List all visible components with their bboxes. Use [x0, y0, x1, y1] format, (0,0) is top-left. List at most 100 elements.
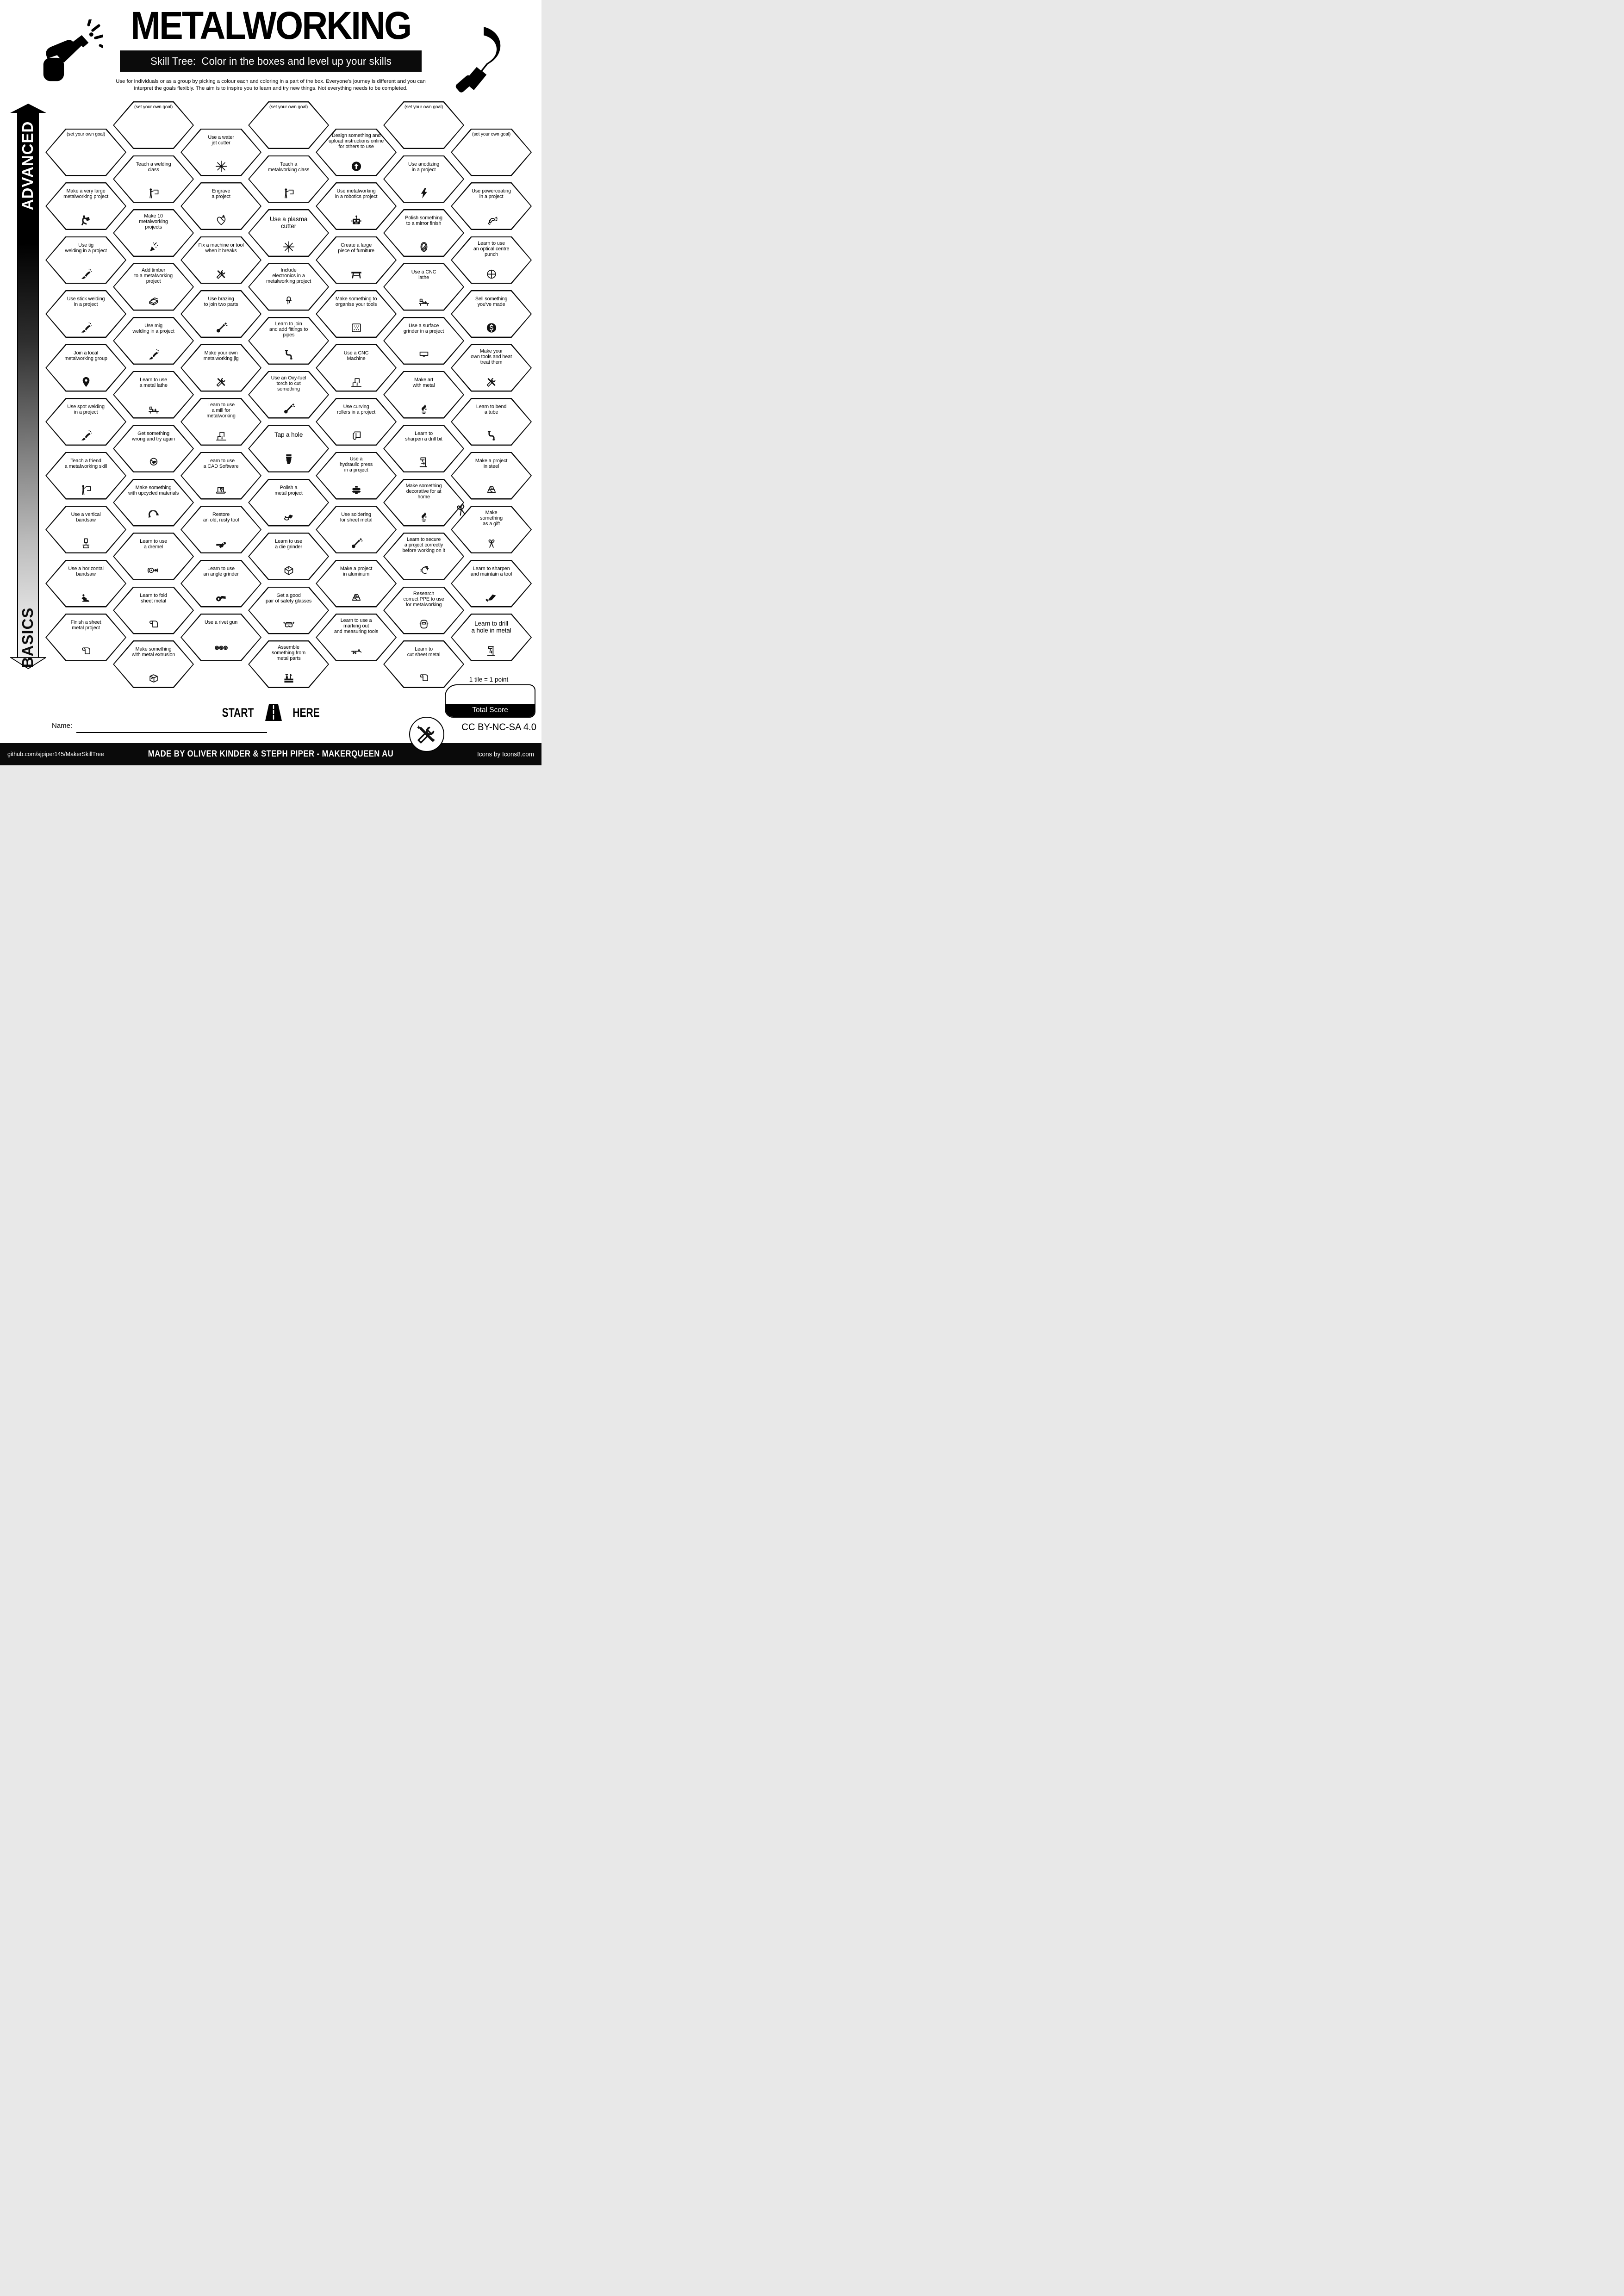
hex-make-something-with-upcycled-materials[interactable]: Make something with upcycled materials: [113, 478, 194, 527]
start-label: START: [222, 705, 254, 720]
hex-join-a-local-metalworking-group[interactable]: Join a local metalworking group: [45, 344, 127, 392]
hex-learn-to-use-a-mill-for-metalworking[interactable]: Learn to use a mill for metalworking: [180, 398, 262, 446]
hex-polish-a-metal-project[interactable]: Polish a metal project: [248, 478, 330, 527]
welding-gun-icon: [455, 27, 501, 93]
hex-tap-a-hole[interactable]: Tap a hole: [248, 425, 330, 472]
hex-engrave-a-project[interactable]: Engrave a project: [180, 182, 262, 230]
hex-use-a-cnc-machine[interactable]: Use a CNC Machine: [316, 344, 397, 392]
hex-set-your-own-goal[interactable]: (set your own goal): [45, 128, 127, 176]
hex-use-a-cnc-lathe[interactable]: Use a CNC lathe: [383, 263, 465, 311]
hex-use-a-horizontal-bandsaw[interactable]: Use a horizontal bandsaw: [45, 559, 127, 608]
hex-use-a-plasma-cutter[interactable]: Use a plasma cutter: [248, 209, 330, 257]
hex-make-something-as-a-gift[interactable]: Make something as a gift: [451, 506, 532, 553]
hex-label: Make something as a gift: [480, 510, 503, 527]
anglegrinder-icon: [215, 591, 227, 604]
hex-use-mig-welding-in-a-project[interactable]: Use mig welding in a project: [113, 317, 194, 365]
hex-use-curving-rollers-in-a-project[interactable]: Use curving rollers in a project: [316, 398, 397, 446]
clamp-icon: [417, 564, 430, 577]
hex-use-a-hydraulic-press-in-a-project[interactable]: Use a hydraulic press in a project: [316, 452, 397, 500]
hex-include-electronics-in-a-metalworking-proj[interactable]: Include electronics in a metalworking pr…: [248, 263, 330, 311]
hex-use-metalworking-in-a-robotics-project[interactable]: Use metalworking in a robotics project: [316, 182, 397, 230]
hex-research-correct-ppe-to-use-for-metalworki[interactable]: Research correct PPE to use for metalwor…: [383, 586, 465, 634]
hex-set-your-own-goal[interactable]: (set your own goal): [451, 128, 532, 176]
hex-label: Teach a friend a metalworking skill: [64, 458, 107, 469]
hex-learn-to-sharpen-and-maintain-a-tool[interactable]: Learn to sharpen and maintain a tool: [451, 559, 532, 608]
hex-learn-to-drill-a-hole-in-metal[interactable]: Learn to drill a hole in metal: [451, 614, 532, 661]
hex-label: Make something decorative for at home: [405, 483, 442, 500]
hex-label: Make 10 metalworking projects: [139, 213, 168, 230]
hex-make-something-to-organise-your-tools[interactable]: Make something to organise your tools: [316, 290, 397, 338]
hex-learn-to-use-an-optical-centre-punch[interactable]: Learn to use an optical centre punch: [451, 236, 532, 284]
hex-make-a-project-in-aluminum[interactable]: Make a project in aluminum: [316, 559, 397, 608]
hex-label: Finish a sheet metal project: [70, 620, 101, 631]
hex-label: Learn to use an angle grinder: [203, 565, 239, 577]
hex-sell-something-you-ve-made[interactable]: Sell something you've made: [451, 290, 532, 338]
hex-use-a-vertical-bandsaw[interactable]: Use a vertical bandsaw: [45, 506, 127, 553]
advanced-arrow-icon: [10, 104, 46, 113]
hex-label: Engrave a project: [212, 188, 230, 200]
hex-label: Learn to sharpen a drill bit: [405, 431, 442, 442]
recycle-icon: [147, 510, 160, 523]
hex-use-soldering-for-sheet-metal[interactable]: Use soldering for sheet metal: [316, 506, 397, 553]
hex-use-stick-welding-in-a-project[interactable]: Use stick welding in a project: [45, 290, 127, 338]
hex-get-something-wrong-and-try-again[interactable]: Get something wrong and try again: [113, 425, 194, 472]
hex-learn-to-use-a-dremel[interactable]: Learn to use a dremel: [113, 533, 194, 580]
hex-use-a-rivet-gun[interactable]: Use a rivet gun: [180, 614, 262, 661]
hex-learn-to-use-a-die-grinder[interactable]: Learn to use a die grinder: [248, 533, 330, 580]
hex-learn-to-fold-sheet-metal[interactable]: Learn to fold sheet metal: [113, 586, 194, 634]
hex-learn-to-use-a-marking-out-and-measuring-t[interactable]: Learn to use a marking out and measuring…: [316, 614, 397, 661]
gift-icon: [485, 537, 498, 550]
hex-create-a-large-piece-of-furniture[interactable]: Create a large piece of furniture: [316, 236, 397, 284]
hex-learn-to-cut-sheet-metal[interactable]: Learn to cut sheet metal: [383, 640, 465, 688]
hex-label: Use a hydraulic press in a project: [340, 456, 373, 473]
hex-make-something-decorative-for-at-home[interactable]: Make something decorative for at home: [383, 478, 465, 527]
hex-use-powercoating-in-a-project[interactable]: Use powercoating in a project: [451, 182, 532, 230]
hex-assemble-something-from-metal-parts[interactable]: Assemble something from metal parts: [248, 640, 330, 688]
hex-restore-an-old-rusty-tool[interactable]: Restore an old, rusty tool: [180, 506, 262, 553]
hex-label: Fix a machine or tool when it breaks: [198, 242, 244, 254]
dremel-icon: [147, 564, 160, 577]
hex-label: Use spot welding in a project: [67, 404, 105, 416]
hex-learn-to-bend-a-tube[interactable]: Learn to bend a tube: [451, 398, 532, 446]
hex-learn-to-use-a-cad-software[interactable]: Learn to use a CAD Software: [180, 452, 262, 500]
hex-use-a-water-jet-cutter[interactable]: Use a water jet cutter: [180, 128, 262, 176]
hex-get-a-good-pair-of-safety-glasses[interactable]: Get a good pair of safety glasses: [248, 586, 330, 634]
hex-make-something-with-metal-extrusion[interactable]: Make something with metal extrusion: [113, 640, 194, 688]
hex-design-something-and-upload-instructions-o[interactable]: Design something and upload instructions…: [316, 128, 397, 176]
polish-icon: [282, 510, 295, 523]
hex-set-your-own-goal[interactable]: (set your own goal): [113, 101, 194, 149]
hex-teach-a-welding-class[interactable]: Teach a welding class: [113, 155, 194, 203]
hex-set-your-own-goal[interactable]: (set your own goal): [248, 101, 330, 149]
griddots-icon: [350, 322, 362, 334]
hex-teach-a-metalworking-class[interactable]: Teach a metalworking class: [248, 155, 330, 203]
total-score-label: Total Score: [446, 704, 535, 717]
hex-add-timber-to-a-metalworking-project[interactable]: Add timber to a metalworking project: [113, 263, 194, 311]
hex-make-10-metalworking-projects[interactable]: Make 10 metalworking projects: [113, 209, 194, 257]
hex-label: Restore an old, rusty tool: [203, 512, 239, 523]
hex-fix-a-machine-or-tool-when-it-breaks[interactable]: Fix a machine or tool when it breaks: [180, 236, 262, 284]
hex-use-spot-welding-in-a-project[interactable]: Use spot welding in a project: [45, 398, 127, 446]
hex-make-art-with-metal[interactable]: Make art with metal: [383, 371, 465, 419]
hex-teach-a-friend-a-metalworking-skill[interactable]: Teach a friend a metalworking skill: [45, 452, 127, 500]
hex-make-a-project-in-steel[interactable]: Make a project in steel: [451, 452, 532, 500]
hex-learn-to-sharpen-a-drill-bit[interactable]: Learn to sharpen a drill bit: [383, 425, 465, 472]
hex-polish-something-to-a-mirror-finish[interactable]: Polish something to a mirror finish: [383, 209, 465, 257]
torch-icon: [80, 429, 92, 442]
hex-use-an-oxy-fuel-torch-to-cut-something[interactable]: Use an Oxy-fuel torch to cut something: [248, 371, 330, 419]
hex-make-your-own-metalworking-jig[interactable]: Make your own metalworking jig: [180, 344, 262, 392]
hex-make-a-very-large-metalworking-project[interactable]: Make a very large metalworking project: [45, 182, 127, 230]
hex-use-a-surface-grinder-in-a-project[interactable]: Use a surface grinder in a project: [383, 317, 465, 365]
hex-learn-to-use-a-metal-lathe[interactable]: Learn to use a metal lathe: [113, 371, 194, 419]
hex-learn-to-secure-a-project-correctly-before[interactable]: Learn to secure a project correctly befo…: [383, 533, 465, 580]
hex-make-your-own-tools-and-heat-treat-them[interactable]: Make your own tools and heat treat them: [451, 344, 532, 392]
hex-learn-to-use-an-angle-grinder[interactable]: Learn to use an angle grinder: [180, 559, 262, 608]
total-score-write-area[interactable]: [446, 685, 535, 706]
name-input-line[interactable]: [76, 732, 267, 733]
hex-use-anodizing-in-a-project[interactable]: Use anodizing in a project: [383, 155, 465, 203]
hex-use-tig-welding-in-a-project[interactable]: Use tig welding in a project: [45, 236, 127, 284]
hex-use-brazing-to-join-two-parts[interactable]: Use brazing to join two parts: [180, 290, 262, 338]
hex-finish-a-sheet-metal-project[interactable]: Finish a sheet metal project: [45, 614, 127, 661]
hex-set-your-own-goal[interactable]: (set your own goal): [383, 101, 465, 149]
upload-icon: [350, 160, 362, 173]
hex-learn-to-join-and-add-fittings-to-pipes[interactable]: Learn to join and add fittings to pipes: [248, 317, 330, 365]
